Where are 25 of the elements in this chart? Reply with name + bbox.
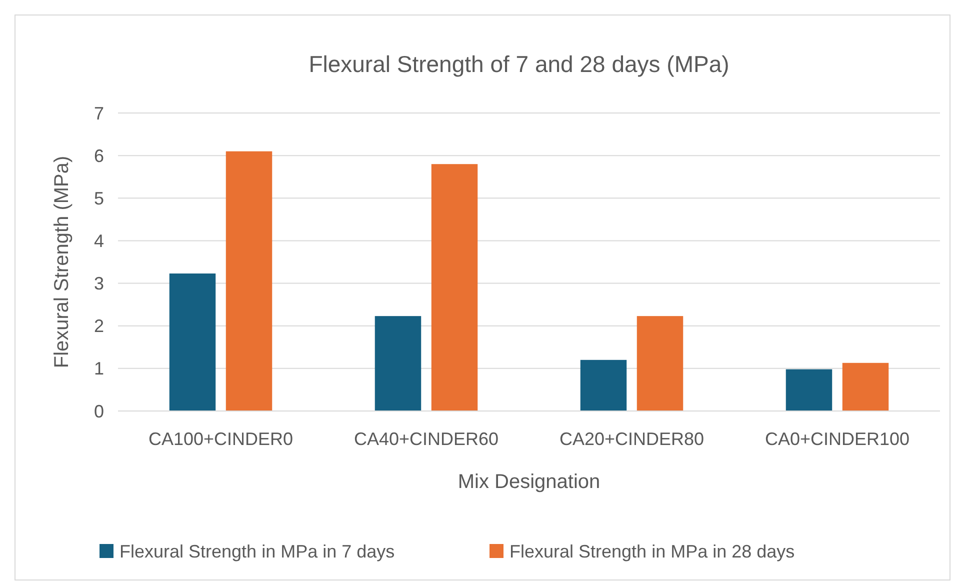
y-tick-label: 6: [94, 146, 104, 166]
bar: [226, 151, 272, 411]
x-tick-label: CA20+CINDER80: [559, 429, 704, 449]
y-tick-label: 5: [94, 188, 104, 208]
y-axis-title: Flexural Strength (MPa): [51, 156, 73, 368]
bar: [842, 362, 889, 411]
legend-label: Flexural Strength in MPa in 7 days: [120, 541, 395, 562]
y-tick-label: 7: [94, 103, 104, 124]
y-tick-label: 0: [94, 401, 104, 422]
bar: [169, 273, 216, 411]
y-tick-label: 2: [94, 316, 104, 336]
y-tick-label: 1: [94, 358, 104, 379]
x-tick-label: CA100+CINDER0: [148, 429, 294, 449]
x-tick-label: CA40+CINDER60: [354, 429, 499, 449]
bar: [636, 316, 684, 411]
y-tick-label: 3: [94, 274, 104, 294]
x-tick-label: CA0+CINDER100: [764, 429, 910, 449]
bar: [580, 360, 627, 411]
bar: [374, 316, 422, 411]
chart-title: Flexural Strength of 7 and 28 days (MPa): [308, 51, 730, 77]
x-axis-title: Mix Designation: [458, 471, 600, 493]
bar: [431, 164, 478, 411]
bar: [786, 369, 832, 411]
y-tick-label: 4: [94, 231, 104, 252]
legend-label: Flexural Strength in MPa in 28 days: [510, 541, 795, 562]
